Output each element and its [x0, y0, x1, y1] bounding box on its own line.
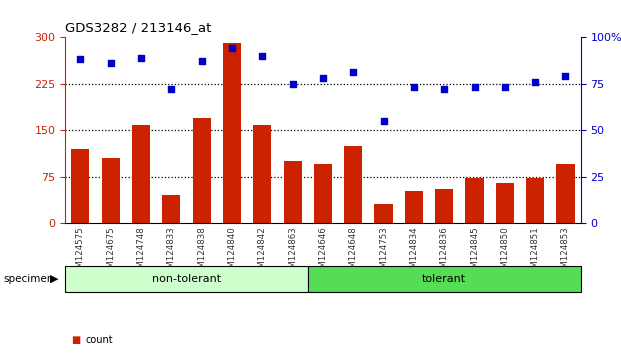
- Bar: [162, 195, 181, 223]
- Point: [348, 70, 358, 75]
- Text: GDS3282 / 213146_at: GDS3282 / 213146_at: [65, 21, 212, 34]
- Point: [469, 85, 479, 90]
- Bar: [65, 266, 308, 292]
- Bar: [223, 44, 241, 223]
- Bar: [132, 125, 150, 223]
- Bar: [405, 191, 423, 223]
- Point: [136, 55, 146, 61]
- Point: [197, 58, 207, 64]
- Point: [75, 57, 85, 62]
- Point: [500, 85, 510, 90]
- Bar: [556, 164, 574, 223]
- Bar: [344, 145, 362, 223]
- Text: count: count: [85, 335, 112, 345]
- Bar: [374, 205, 392, 223]
- Point: [530, 79, 540, 85]
- Point: [288, 81, 297, 86]
- Bar: [193, 118, 211, 223]
- Text: ▶: ▶: [50, 274, 58, 284]
- Text: specimen: specimen: [3, 274, 53, 284]
- Point: [379, 118, 389, 124]
- Bar: [308, 266, 581, 292]
- Bar: [314, 164, 332, 223]
- Bar: [284, 161, 302, 223]
- Bar: [526, 178, 544, 223]
- Point: [257, 53, 267, 58]
- Bar: [435, 189, 453, 223]
- Bar: [71, 149, 89, 223]
- Bar: [465, 178, 484, 223]
- Text: non-tolerant: non-tolerant: [152, 274, 221, 284]
- Point: [106, 60, 116, 66]
- Point: [318, 75, 328, 81]
- Point: [409, 85, 419, 90]
- Point: [561, 73, 571, 79]
- Bar: [496, 183, 514, 223]
- Point: [166, 86, 176, 92]
- Text: ■: ■: [71, 335, 81, 345]
- Bar: [253, 125, 271, 223]
- Point: [227, 46, 237, 51]
- Point: [439, 86, 449, 92]
- Bar: [102, 158, 120, 223]
- Text: tolerant: tolerant: [422, 274, 466, 284]
